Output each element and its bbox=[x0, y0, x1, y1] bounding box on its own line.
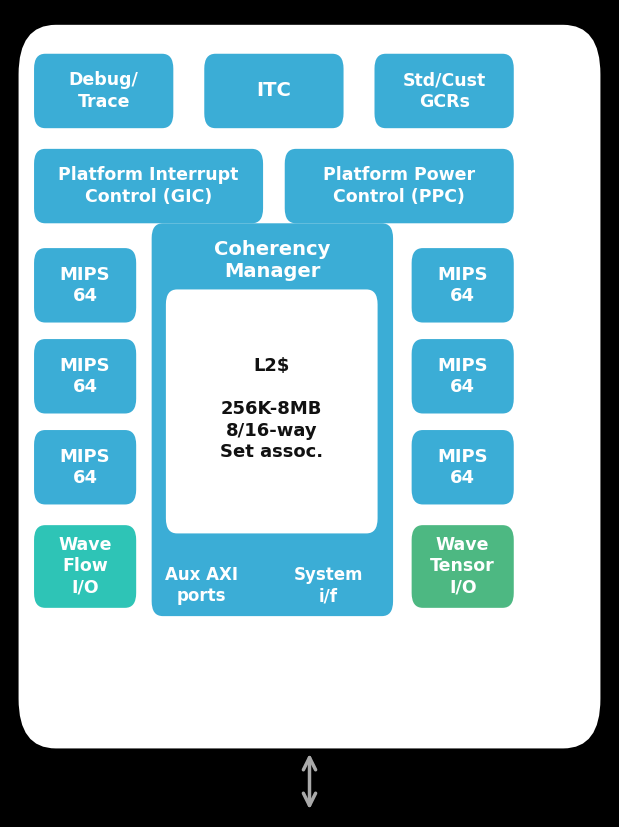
FancyBboxPatch shape bbox=[34, 248, 136, 323]
FancyBboxPatch shape bbox=[412, 525, 514, 608]
FancyBboxPatch shape bbox=[34, 525, 136, 608]
FancyBboxPatch shape bbox=[19, 25, 600, 748]
Text: MIPS
64: MIPS 64 bbox=[60, 447, 110, 487]
FancyBboxPatch shape bbox=[412, 430, 514, 504]
Text: Platform Interrupt
Control (GIC): Platform Interrupt Control (GIC) bbox=[58, 166, 239, 206]
Text: MIPS
64: MIPS 64 bbox=[438, 265, 488, 305]
Text: System
i/f: System i/f bbox=[293, 566, 363, 605]
Text: ITC: ITC bbox=[256, 82, 292, 100]
Text: Aux AXI
ports: Aux AXI ports bbox=[165, 566, 238, 605]
FancyBboxPatch shape bbox=[34, 430, 136, 504]
FancyBboxPatch shape bbox=[34, 339, 136, 414]
Text: L2$

256K-8MB
8/16-way
Set assoc.: L2$ 256K-8MB 8/16-way Set assoc. bbox=[220, 357, 323, 461]
FancyBboxPatch shape bbox=[204, 54, 344, 128]
Text: Coherency
Manager: Coherency Manager bbox=[214, 240, 331, 281]
Text: MIPS
64: MIPS 64 bbox=[438, 447, 488, 487]
Text: MIPS
64: MIPS 64 bbox=[438, 356, 488, 396]
Text: Platform Power
Control (PPC): Platform Power Control (PPC) bbox=[323, 166, 475, 206]
FancyBboxPatch shape bbox=[412, 248, 514, 323]
FancyBboxPatch shape bbox=[374, 54, 514, 128]
Text: Std/Cust
GCRs: Std/Cust GCRs bbox=[402, 71, 486, 111]
FancyBboxPatch shape bbox=[285, 149, 514, 223]
FancyBboxPatch shape bbox=[34, 149, 263, 223]
FancyBboxPatch shape bbox=[34, 54, 173, 128]
Text: MIPS
64: MIPS 64 bbox=[60, 265, 110, 305]
Text: Debug/
Trace: Debug/ Trace bbox=[69, 71, 139, 111]
Text: Wave
Flow
I/O: Wave Flow I/O bbox=[58, 536, 112, 597]
FancyBboxPatch shape bbox=[152, 223, 393, 616]
FancyBboxPatch shape bbox=[166, 289, 378, 533]
Text: MIPS
64: MIPS 64 bbox=[60, 356, 110, 396]
Text: Wave
Tensor
I/O: Wave Tensor I/O bbox=[430, 536, 495, 597]
FancyBboxPatch shape bbox=[412, 339, 514, 414]
